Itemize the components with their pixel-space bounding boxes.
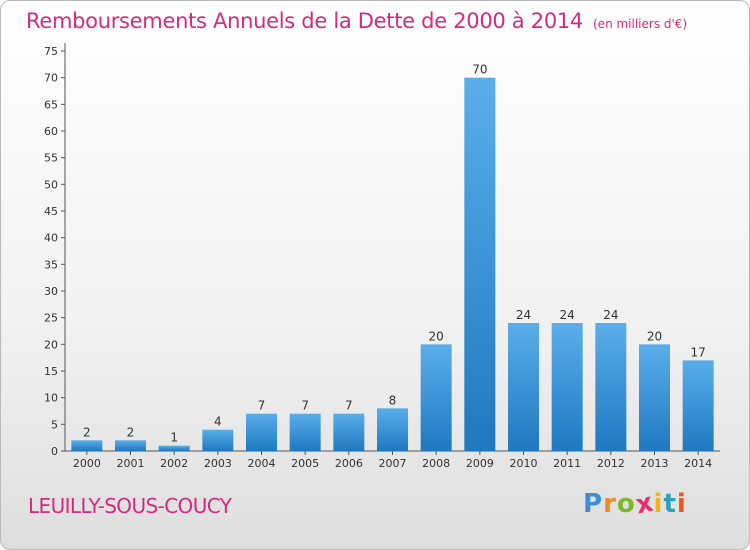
bar-2011 (551, 323, 583, 451)
bar-2000 (71, 440, 103, 451)
chart-title: Remboursements Annuels de la Dette de 20… (26, 9, 687, 33)
y-tick-label: 10 (44, 392, 58, 405)
value-label-2001: 2 (127, 425, 135, 439)
y-tick-label: 75 (44, 45, 58, 58)
bar-2009 (464, 77, 496, 452)
bar-2014 (682, 360, 714, 451)
x-tick-label-2003: 2003 (204, 457, 232, 470)
y-tick-label: 60 (44, 125, 58, 138)
x-tick-label-2014: 2014 (684, 457, 712, 470)
y-tick-label: 45 (44, 205, 58, 218)
y-tick-label: 0 (51, 445, 58, 458)
x-tick-label-2012: 2012 (597, 457, 625, 470)
y-tick-label: 70 (44, 72, 58, 85)
x-tick-label-2000: 2000 (73, 457, 101, 470)
value-label-2011: 24 (560, 308, 575, 322)
place-name: LEUILLY-SOUS-COUCY (28, 494, 232, 518)
bar-2005 (289, 413, 321, 451)
value-label-2006: 7 (345, 399, 353, 413)
value-label-2013: 20 (647, 329, 662, 343)
value-label-2002: 1 (170, 431, 178, 445)
bar-2007 (377, 408, 408, 451)
x-tick-label-2006: 2006 (335, 457, 363, 470)
x-tick-label-2011: 2011 (553, 457, 581, 470)
value-label-2012: 24 (603, 308, 618, 322)
bar-2010 (508, 323, 539, 451)
bar-2013 (639, 344, 670, 451)
bar-2003 (202, 429, 234, 451)
value-label-2005: 7 (301, 399, 309, 413)
value-label-2014: 17 (691, 345, 706, 359)
y-tick-label: 15 (44, 365, 58, 378)
x-tick-label-2007: 2007 (379, 457, 407, 470)
value-label-2003: 4 (214, 415, 222, 429)
y-tick-label: 20 (44, 338, 58, 351)
bar-2004 (246, 413, 277, 451)
value-label-2009: 70 (472, 63, 487, 77)
x-tick-label-2013: 2013 (641, 457, 669, 470)
proxiti-logo: Proxiti (583, 487, 687, 521)
bar-2001 (115, 440, 146, 451)
bar-2008 (420, 344, 452, 451)
y-tick-label: 25 (44, 312, 58, 325)
x-tick-label-2002: 2002 (160, 457, 188, 470)
x-tick-label-2001: 2001 (117, 457, 145, 470)
unit-note: (en milliers d'€) (593, 17, 688, 31)
value-label-2004: 7 (258, 399, 266, 413)
y-tick-label: 35 (44, 258, 58, 271)
value-label-2008: 20 (429, 329, 444, 343)
value-label-2007: 8 (389, 393, 397, 407)
y-tick-label: 40 (44, 232, 58, 245)
y-tick-label: 5 (51, 418, 58, 431)
bar-2012 (595, 323, 627, 451)
y-tick-label: 55 (44, 152, 58, 165)
x-tick-label-2010: 2010 (510, 457, 538, 470)
bar-2006 (333, 413, 365, 451)
x-tick-label-2008: 2008 (422, 457, 450, 470)
value-label-2000: 2 (83, 425, 91, 439)
bar-2002 (158, 445, 190, 451)
value-label-2010: 24 (516, 308, 531, 322)
x-tick-label-2009: 2009 (466, 457, 494, 470)
chart-title-text: Remboursements Annuels de la Dette de 20… (26, 9, 583, 33)
x-tick-label-2004: 2004 (248, 457, 276, 470)
x-tick-label-2005: 2005 (291, 457, 319, 470)
y-tick-label: 50 (44, 178, 58, 191)
y-tick-label: 30 (44, 285, 58, 298)
y-tick-label: 65 (44, 98, 58, 111)
